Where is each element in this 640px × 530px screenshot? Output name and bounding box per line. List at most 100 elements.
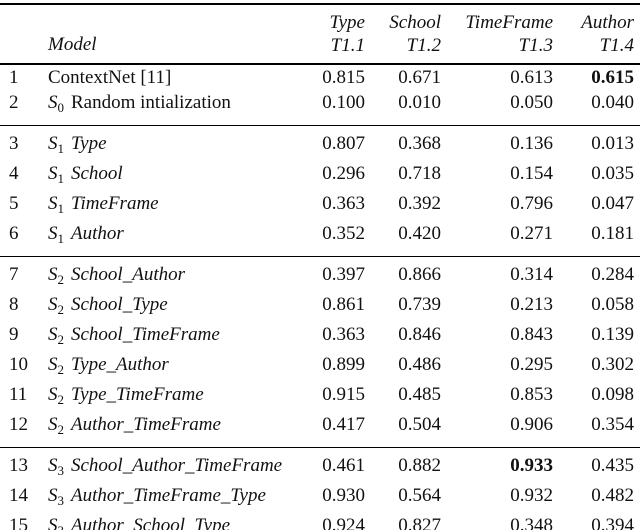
value-cell: 0.461: [308, 447, 365, 483]
value-cell: 0.284: [553, 256, 640, 292]
value-cell: 0.314: [441, 256, 553, 292]
model-cell: S1 Type: [48, 125, 308, 161]
model-s-prefix: S: [48, 193, 58, 214]
model-name: School_TimeFrame: [71, 324, 220, 345]
model-s-prefix: S: [48, 294, 58, 315]
model-subscript: 1: [57, 201, 65, 216]
model-s-prefix: S: [48, 163, 58, 184]
value-cell: 0.827: [398, 515, 441, 530]
row-number-cell: 6: [9, 223, 19, 244]
model-cell: S3 Author_School_Type: [48, 513, 308, 530]
column-task-label: School: [389, 12, 441, 33]
model-cell: S1 Author: [48, 221, 308, 257]
value-cell: 0.915: [322, 384, 365, 405]
table-row: 8 S2 School_Type 0.861 0.739 0.213 0.058: [0, 292, 640, 322]
column-task-id: T1.1: [330, 35, 365, 56]
row-number-column-header: [0, 4, 48, 65]
model-name: Author_TimeFrame: [71, 414, 221, 435]
row-number-cell: 15: [9, 515, 28, 530]
model-subscript: 2: [57, 332, 65, 347]
model-s-prefix: S: [48, 354, 58, 375]
value-cell: 0.485: [398, 384, 441, 405]
value-cell: 0.933: [441, 447, 553, 483]
table-row: 4 S1 School 0.296 0.718 0.154 0.035: [0, 161, 640, 191]
row-number-cell: 12: [9, 414, 28, 435]
value-cell: 0.035: [591, 163, 634, 184]
value-cell: 0.354: [591, 414, 634, 435]
model-subscript: 0: [57, 100, 65, 115]
model-cell: S2 Type_TimeFrame: [48, 382, 308, 412]
model-s-prefix: S: [48, 485, 58, 506]
model-name: Type: [71, 133, 107, 154]
table-row: 5 S1 TimeFrame 0.363 0.392 0.796 0.047: [0, 191, 640, 221]
row-number-cell: 3: [0, 125, 48, 161]
table-row: 7 S2 School_Author 0.397 0.866 0.314 0.284: [0, 256, 640, 292]
value-cell: 0.050: [510, 92, 553, 113]
table-row: 11 S2 Type_TimeFrame 0.915 0.485 0.853 0.098: [0, 382, 640, 412]
table-row: 1 ContextNet [11] 0.815 0.671 0.613 0.615: [0, 64, 640, 90]
column-task-label: TimeFrame: [465, 12, 553, 33]
value-cell: 0.906: [510, 414, 553, 435]
row-number-cell: 7: [0, 256, 48, 292]
table-row: 13 S3 School_Author_TimeFrame 0.461 0.882 0.9…: [0, 447, 640, 483]
row-number-cell: 13: [0, 447, 48, 483]
model-name: School_Author: [71, 264, 185, 285]
value-cell: 0.615: [591, 67, 634, 88]
column-task-id: T1.2: [406, 35, 441, 56]
model-cell: S2 School_Type: [48, 292, 308, 322]
model-cell: S2 School_TimeFrame: [48, 322, 308, 352]
value-cell: 0.932: [510, 485, 553, 506]
model-subscript: 2: [57, 422, 65, 437]
model-subscript: 3: [57, 493, 65, 508]
value-cell: 0.181: [591, 223, 634, 244]
value-cell: 0.363: [322, 193, 365, 214]
model-subscript: 1: [57, 141, 65, 156]
value-cell: 0.058: [591, 294, 634, 315]
row-number-cell: 8: [9, 294, 19, 315]
value-cell: 0.348: [510, 515, 553, 530]
row-number-cell: 2: [9, 92, 19, 113]
value-cell: 0.435: [553, 447, 640, 483]
model-cell: S2 Type_Author: [48, 352, 308, 382]
value-cell: 0.352: [322, 223, 365, 244]
model-subscript: 1: [57, 171, 65, 186]
row-number-cell: 4: [9, 163, 19, 184]
table-row: 2 S0 Random intialization 0.100 0.010 0.050 0.…: [0, 90, 640, 126]
value-cell: 0.302: [591, 354, 634, 375]
row-number-cell: 1: [9, 67, 19, 88]
column-task-label: Author: [581, 12, 634, 33]
value-cell: 0.843: [510, 324, 553, 345]
model-s-prefix: S: [48, 92, 58, 113]
row-number-cell: 11: [9, 384, 28, 405]
value-cell: 0.846: [398, 324, 441, 345]
value-cell: 0.397: [308, 256, 365, 292]
results-table: Model Type T1.1 School T1.2 TimeFrame T1…: [0, 3, 640, 530]
model-cell: S1 TimeFrame: [48, 191, 308, 221]
value-cell: 0.482: [591, 485, 634, 506]
table-row: 12 S2 Author_TimeFrame 0.417 0.504 0.906 0.354: [0, 412, 640, 448]
column-header-school: School T1.2: [365, 4, 441, 65]
header-row: Model Type T1.1 School T1.2 TimeFrame T1…: [0, 4, 640, 65]
row-number-cell: 5: [9, 193, 19, 214]
model-name: Type_TimeFrame: [71, 384, 204, 405]
model-subscript: 3: [58, 523, 65, 530]
model-name: School_Type: [71, 294, 168, 315]
value-cell: 0.394: [591, 515, 634, 530]
column-task-id: T1.4: [599, 35, 634, 56]
model-subscript: 2: [57, 302, 65, 317]
model-s-prefix: S: [48, 223, 58, 244]
value-cell: 0.010: [398, 92, 441, 113]
value-cell: 0.924: [322, 515, 365, 530]
value-cell: 0.392: [398, 193, 441, 214]
model-cell: S1 School: [48, 161, 308, 191]
value-cell: 0.930: [322, 485, 365, 506]
model-s-prefix: S: [48, 455, 58, 476]
value-cell: 0.296: [322, 163, 365, 184]
table-row: 14 S3 Author_TimeFrame_Type 0.930 0.564 0.932…: [0, 483, 640, 513]
model-column-label: Model: [48, 34, 97, 55]
value-cell: 0.420: [398, 223, 441, 244]
value-cell: 0.613: [510, 67, 553, 88]
model-s-prefix: S: [48, 384, 58, 405]
column-header-type: Type T1.1: [308, 4, 365, 65]
